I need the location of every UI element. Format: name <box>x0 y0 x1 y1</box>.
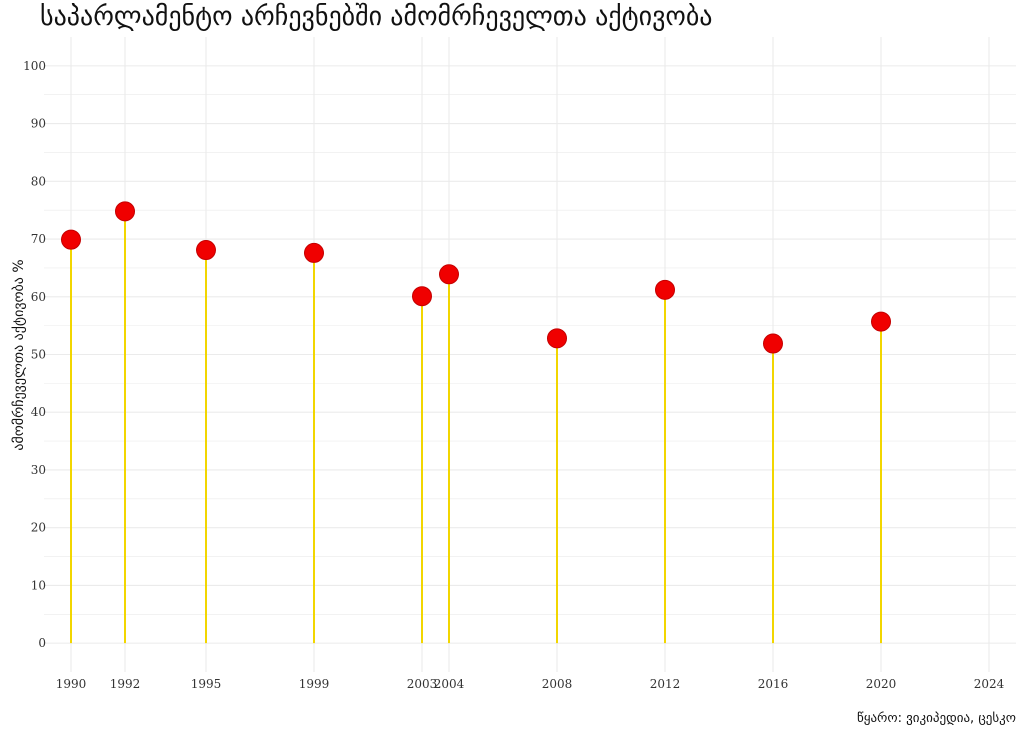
data-point <box>439 264 459 285</box>
data-point <box>763 333 783 354</box>
y-tick-label: 20 <box>31 521 46 535</box>
source-note: წყარო: ვიკიპედია, ცესკო <box>857 711 1016 726</box>
stem-layer <box>70 211 882 644</box>
x-tick-label: 1995 <box>191 677 222 691</box>
y-tick-label: 70 <box>31 232 46 246</box>
x-tick-label: 2003 <box>407 677 438 691</box>
x-tick-label: 2004 <box>434 677 465 691</box>
y-tick-label: 60 <box>31 290 46 304</box>
data-point <box>412 286 432 307</box>
grid-layer <box>44 37 1016 672</box>
y-tick-label: 100 <box>23 59 46 73</box>
data-point <box>304 242 324 263</box>
x-tick-label: 2020 <box>866 677 897 691</box>
chart-title: საპარლამენტო არჩევნებში ამომრჩეველთა აქტ… <box>40 2 713 32</box>
x-tick-label: 2012 <box>650 677 681 691</box>
y-axis-label: ამომრჩეველთა აქტივობა % <box>10 259 27 450</box>
data-point <box>196 240 216 261</box>
data-point <box>655 279 675 300</box>
y-tick-label: 40 <box>31 405 46 419</box>
data-point <box>547 328 567 349</box>
y-tick-label: 0 <box>38 636 46 650</box>
y-tick-label: 10 <box>31 578 46 592</box>
x-tick-label: 2016 <box>758 677 789 691</box>
y-tick-label: 30 <box>31 463 46 477</box>
y-tick-label: 90 <box>31 117 46 131</box>
y-tick-label: 80 <box>31 174 46 188</box>
data-point <box>61 229 81 250</box>
x-tick-label: 2008 <box>542 677 573 691</box>
x-tick-label: 2024 <box>974 677 1005 691</box>
x-tick-label: 1999 <box>299 677 330 691</box>
point-layer <box>61 201 891 354</box>
y-tick-label: 50 <box>31 348 46 362</box>
data-point <box>115 201 135 222</box>
data-point <box>871 311 891 332</box>
x-tick-label: 1990 <box>56 677 87 691</box>
x-tick-label: 1992 <box>110 677 141 691</box>
y-axis-ticks: 0 10 20 30 40 50 60 70 80 90 100 <box>23 59 46 650</box>
